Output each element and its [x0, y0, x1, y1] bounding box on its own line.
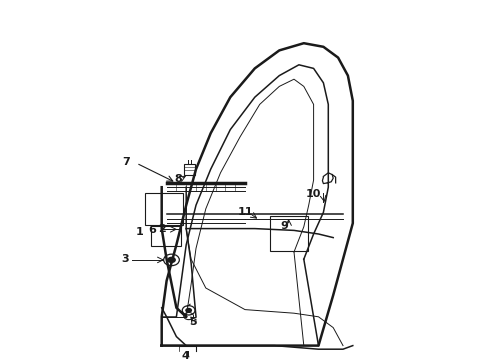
FancyBboxPatch shape	[184, 164, 195, 175]
Bar	[270, 216, 308, 251]
Text: 4: 4	[181, 351, 189, 360]
Text: 6: 6	[148, 225, 156, 235]
Bar	[145, 193, 183, 225]
Text: 1: 1	[136, 227, 144, 237]
Text: 10: 10	[306, 189, 321, 199]
Text: 3: 3	[121, 254, 129, 264]
Text: 8: 8	[174, 174, 182, 184]
Text: 11: 11	[237, 207, 253, 217]
Circle shape	[167, 257, 176, 263]
Bar	[151, 226, 181, 246]
Text: 9: 9	[280, 221, 288, 231]
Text: 2: 2	[158, 224, 166, 234]
Text: 5: 5	[189, 317, 196, 327]
Text: 7: 7	[122, 157, 130, 167]
Circle shape	[185, 308, 192, 313]
